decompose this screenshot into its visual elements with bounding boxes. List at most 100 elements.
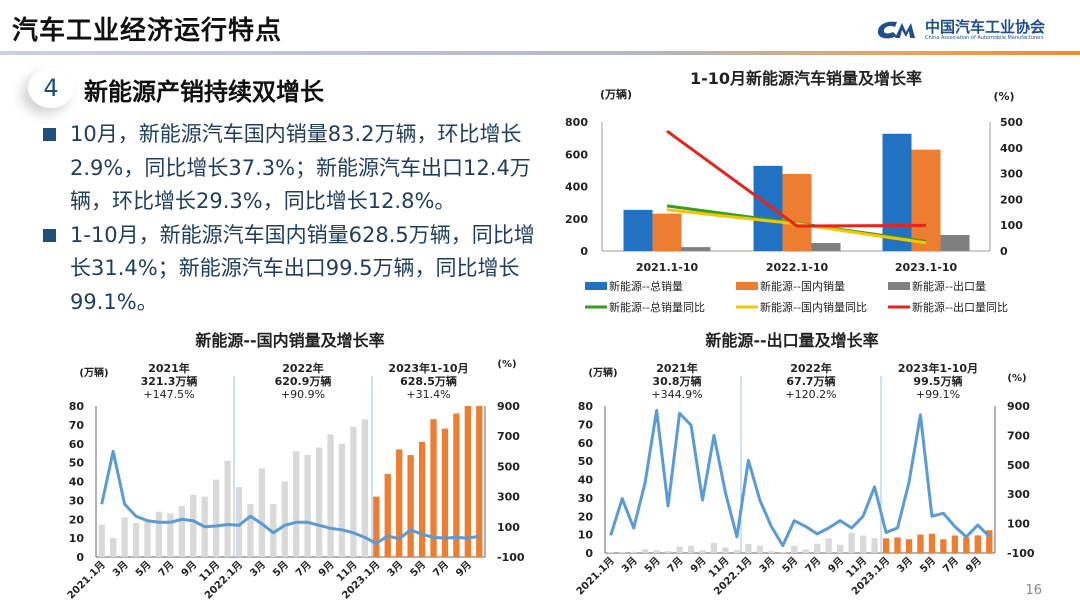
year-annotation: 99.5万辆	[913, 374, 962, 388]
bullet-item: 10月，新能源汽车国内销量83.2万辆，环比增长2.9%，同比增长37.3%；新…	[40, 118, 552, 219]
bar-2023-month	[928, 533, 936, 553]
summary-bullets: 10月，新能源汽车国内销量83.2万辆，环比增长2.9%，同比增长37.3%；新…	[40, 118, 552, 319]
bar-month	[327, 434, 334, 557]
y2-tick-label: 700	[497, 430, 520, 443]
bar-month	[710, 542, 718, 553]
bar-新能源--国内销量	[911, 149, 941, 251]
logo-chinese-name: 中国汽车工业协会	[925, 18, 1046, 36]
year-annotation: 321.3万辆	[141, 374, 198, 388]
bar-month	[745, 543, 752, 553]
y2-tick-label: 300	[497, 491, 520, 504]
bar-month	[361, 419, 369, 557]
y-tick-label: 600	[565, 148, 588, 161]
y-tick-label: 0	[580, 245, 588, 258]
bar-2023-month	[963, 537, 970, 553]
bar-month	[619, 552, 626, 553]
bar-month	[756, 545, 764, 553]
bar-2023-month	[407, 455, 414, 557]
year-annotation: 2021年	[148, 361, 190, 375]
bar-month	[653, 550, 660, 553]
bar-2023-month	[430, 419, 437, 557]
bar-新能源--国内销量	[782, 173, 812, 251]
x-tick-label: 2021.1月	[574, 555, 617, 598]
y-tick-label: 200	[565, 213, 588, 226]
bar-2023-month	[905, 539, 913, 553]
year-annotation: +31.4%	[406, 388, 450, 401]
legend-label: 新能源--总销量	[609, 279, 683, 293]
growth-rate-line	[609, 408, 991, 548]
bar-month	[155, 511, 163, 557]
legend-label: 新能源--国内销量	[760, 279, 845, 293]
y2-axis-unit: (%)	[497, 359, 516, 370]
bar-month	[98, 524, 105, 557]
y-tick-label: 70	[578, 418, 594, 431]
bar-2023-month	[476, 406, 483, 557]
bar-2023-month	[940, 539, 947, 553]
y-tick-label: 0	[585, 547, 593, 560]
bar-month	[144, 521, 151, 557]
bar-month	[687, 545, 695, 553]
y-tick-label: 40	[69, 476, 85, 489]
x-tick-label: 3月	[248, 559, 268, 579]
bar-month	[722, 547, 729, 553]
bar-month	[825, 538, 832, 553]
bar-2023-month	[396, 449, 403, 557]
x-tick-label: 5月	[642, 555, 662, 575]
bar-2023-month	[418, 441, 426, 557]
bar-新能源--国内销量	[652, 213, 682, 251]
y2-axis-unit: (%)	[993, 90, 1014, 103]
bullet-item: 1-10月，新能源汽车国内销量628.5万辆，同比增长31.4%；新能源汽车出口…	[40, 219, 552, 320]
y-tick-label: 30	[578, 492, 594, 505]
y2-tick-label: 200	[1000, 193, 1023, 206]
bar-2023-month	[917, 534, 924, 553]
x-tick-label: 3月	[895, 555, 915, 575]
bar-新能源--出口量	[811, 242, 841, 251]
year-annotation: 620.9万辆	[275, 374, 332, 388]
bar-2023-month	[464, 406, 471, 557]
section-title: 新能源产销持续双增长	[84, 78, 324, 106]
header-divider	[0, 51, 1080, 55]
x-tick-label: 7月	[293, 559, 313, 579]
bar-month	[235, 487, 243, 557]
y-tick-label: 40	[578, 474, 594, 487]
y-axis-unit: (万辆)	[600, 87, 632, 101]
y-tick-label: 0	[76, 551, 84, 564]
bullet-text: 10月，新能源汽车国内销量83.2万辆，环比增长2.9%，同比增长37.3%；新…	[70, 122, 531, 213]
y-tick-label: 70	[69, 419, 85, 432]
bar-month	[212, 479, 220, 557]
bar-month	[132, 523, 140, 557]
bar-month	[281, 481, 288, 557]
bar-month	[270, 504, 277, 557]
bullet-square-icon	[43, 228, 56, 242]
legend-swatch	[585, 282, 607, 290]
x-tick-label: 3月	[619, 555, 639, 575]
y2-tick-label: 100	[1000, 219, 1023, 232]
x-tick-label: 9月	[179, 559, 199, 579]
logo-english-name: China Association of Automobile Manufact…	[925, 35, 1044, 41]
bar-month	[121, 517, 128, 557]
bar-month	[836, 544, 844, 553]
y2-tick-label: 100	[497, 521, 520, 534]
bar-month	[630, 551, 637, 553]
x-tick-label: 7月	[431, 559, 451, 579]
y-tick-label: 80	[578, 400, 594, 413]
year-annotation: 2022年	[790, 361, 832, 375]
year-annotation: +120.2%	[785, 388, 836, 401]
bar-新能源--出口量	[681, 247, 711, 251]
x-tick-label: 5月	[133, 559, 153, 579]
bar-month	[871, 538, 878, 553]
bar-month	[664, 551, 672, 553]
chart-title: 新能源--出口量及增长率	[705, 331, 878, 350]
year-annotation: +344.9%	[651, 388, 702, 401]
y-tick-label: 10	[578, 529, 594, 542]
x-tick-label: 3月	[757, 555, 777, 575]
bar-month	[768, 551, 775, 553]
bar-month	[293, 451, 300, 557]
chart-title: 新能源--国内销量及增长率	[195, 331, 384, 350]
bar-新能源--总销量	[882, 133, 912, 251]
x-tick-label: 9月	[688, 555, 708, 575]
y2-tick-label: 400	[1000, 142, 1023, 155]
bar-新能源--出口量	[940, 234, 970, 251]
y2-tick-label: 500	[1000, 116, 1023, 129]
bar-month	[791, 545, 798, 553]
